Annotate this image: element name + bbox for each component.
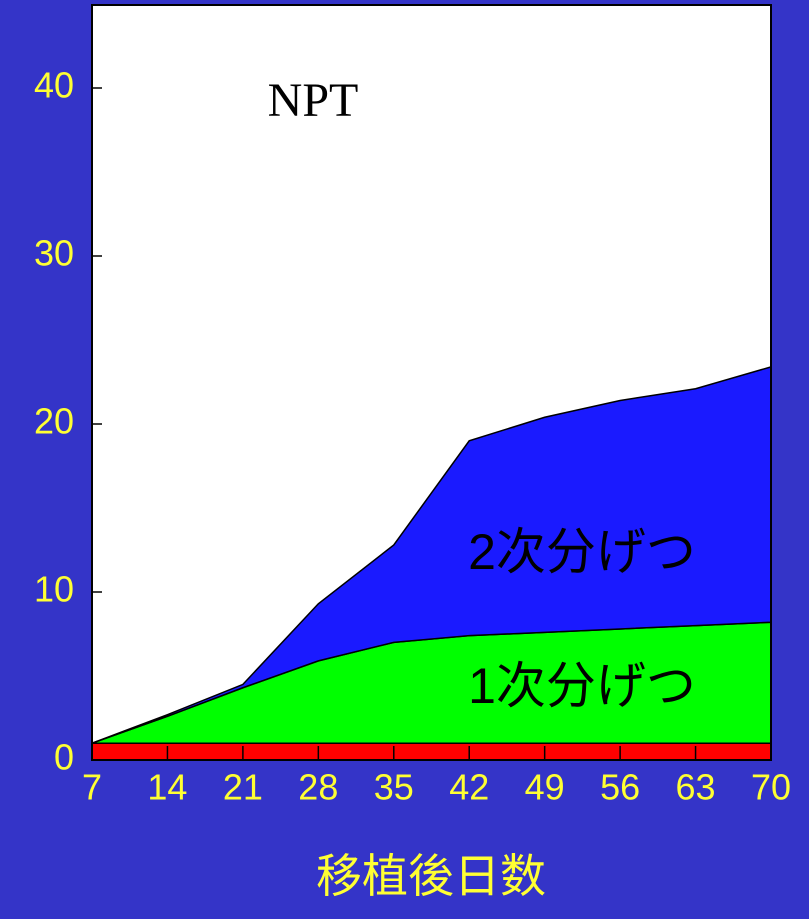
series-label: 1次分げつ bbox=[468, 658, 696, 714]
x-tick-label: 70 bbox=[751, 767, 791, 808]
area bbox=[91, 742, 772, 761]
y-tick-label: 40 bbox=[34, 65, 74, 106]
x-tick-label: 21 bbox=[223, 767, 263, 808]
x-tick-label: 63 bbox=[676, 767, 716, 808]
x-tick-label: 49 bbox=[525, 767, 565, 808]
x-axis-label: 移植後日数 bbox=[316, 850, 546, 902]
x-tick-label: 42 bbox=[449, 767, 489, 808]
x-tick-label: 7 bbox=[82, 767, 102, 808]
x-tick-label: 14 bbox=[147, 767, 187, 808]
plot-frame bbox=[91, 4, 772, 761]
y-tick-label: 0 bbox=[54, 737, 74, 778]
y-tick-label: 20 bbox=[34, 401, 74, 442]
series-label: 2次分げつ bbox=[468, 524, 696, 580]
x-tick-label: 56 bbox=[600, 767, 640, 808]
y-tick-label: 30 bbox=[34, 233, 74, 274]
y-tick-label: 10 bbox=[34, 569, 74, 610]
x-tick-label: 35 bbox=[374, 767, 414, 808]
x-tick-label: 28 bbox=[298, 767, 338, 808]
annotation: NPT bbox=[268, 74, 359, 127]
